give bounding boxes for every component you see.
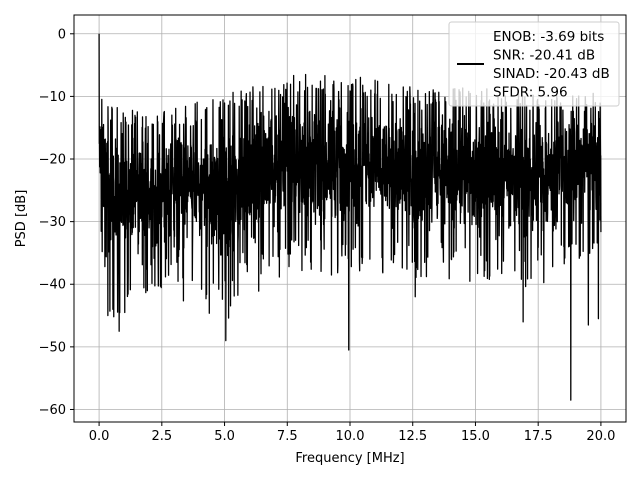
- legend-text-line: SNR: -20.41 dB: [493, 48, 595, 64]
- x-tick-label: 17.5: [524, 429, 553, 444]
- y-tick-label: −50: [39, 340, 66, 355]
- x-tick-label: 7.5: [277, 429, 298, 444]
- x-tick-label: 15.0: [461, 429, 490, 444]
- legend: ENOB: -3.69 bits SNR: -20.41 dB SINAD: -20…: [448, 21, 620, 107]
- psd-series-line: [98, 33, 602, 401]
- plot-area: [98, 33, 602, 401]
- legend-box: [448, 21, 620, 107]
- legend-text-line: SINAD: -20.43 dB: [493, 66, 610, 82]
- y-tick-label: −20: [39, 153, 66, 168]
- y-tick-label: −60: [39, 403, 66, 418]
- legend-text-line: SFDR: 5.96: [493, 85, 568, 101]
- x-tick-label: 2.5: [151, 429, 172, 444]
- x-axis-label: Frequency [MHz]: [295, 451, 404, 466]
- x-tick-label: 5.0: [214, 429, 235, 444]
- x-tick-label: 10.0: [336, 429, 365, 444]
- y-tick-label: −30: [39, 215, 66, 230]
- x-tick-label: 12.5: [398, 429, 427, 444]
- legend-text-line: ENOB: -3.69 bits: [493, 29, 604, 45]
- x-tick-label: 0.0: [89, 429, 110, 444]
- y-tick-label: −10: [39, 90, 66, 105]
- y-tick-label: −40: [39, 278, 66, 293]
- x-tick-label: 20.0: [586, 429, 615, 444]
- y-axis-ticks: 0 −10 −20 −30 −40 −50 −60: [39, 27, 74, 418]
- y-tick-label: 0: [58, 27, 66, 42]
- y-axis-label: PSD [dB]: [14, 190, 29, 248]
- x-axis-ticks: 0.0 2.5 5.0 7.5 10.0 12.5 15.0 17.5 20.0: [89, 422, 615, 444]
